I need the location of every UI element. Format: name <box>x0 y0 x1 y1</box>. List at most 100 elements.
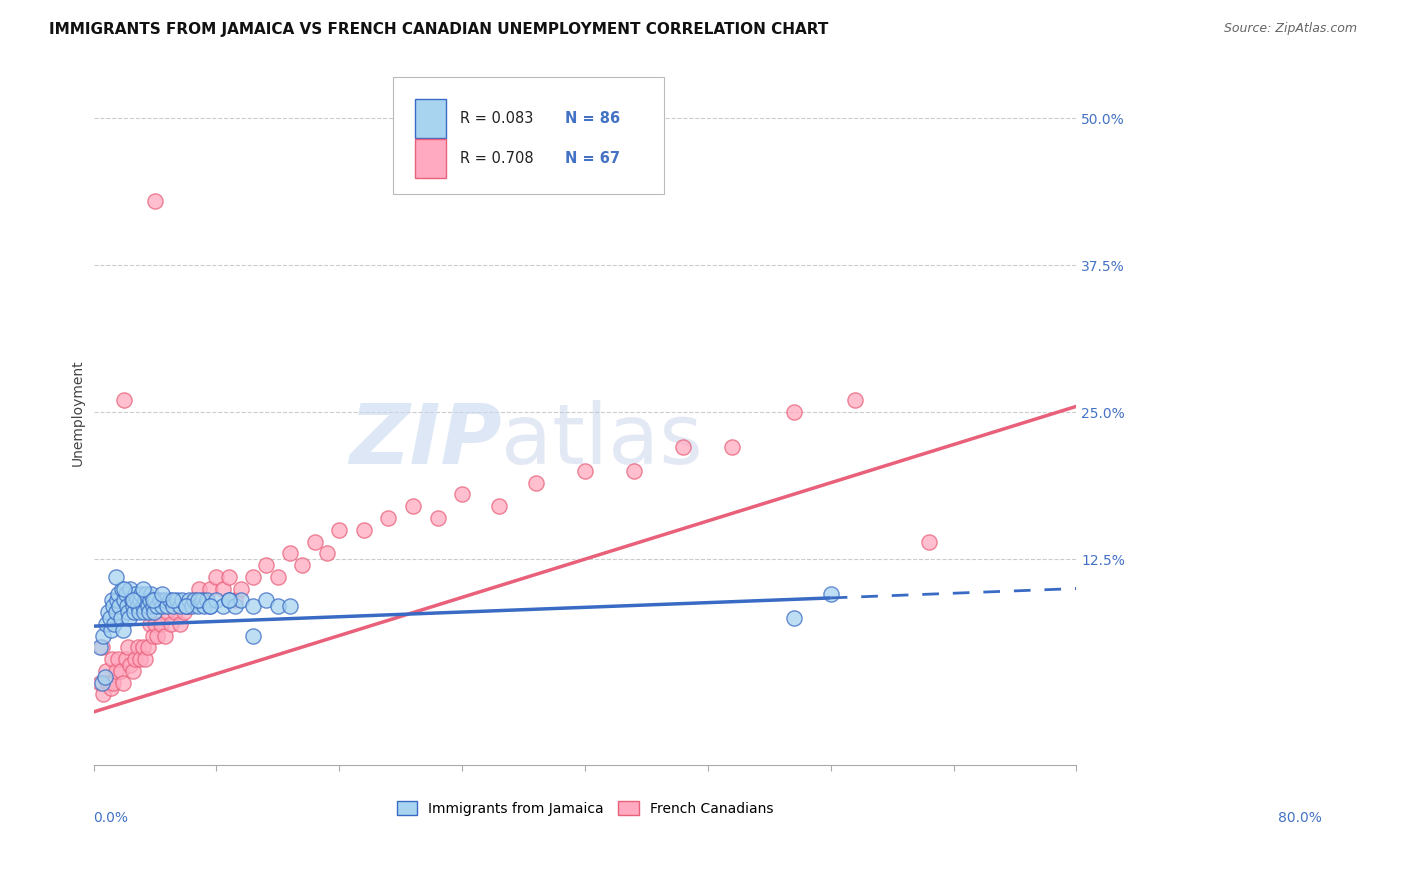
Point <box>104 605 127 619</box>
Point <box>316 546 339 560</box>
Point <box>122 593 145 607</box>
FancyBboxPatch shape <box>394 78 664 194</box>
Point <box>94 616 117 631</box>
Point <box>103 616 125 631</box>
Point <box>134 593 156 607</box>
Point <box>146 599 169 614</box>
Point <box>170 593 193 607</box>
Text: R = 0.083: R = 0.083 <box>460 111 533 126</box>
Point <box>672 441 695 455</box>
Point <box>108 599 131 614</box>
Point <box>193 599 215 614</box>
Point <box>169 616 191 631</box>
Point <box>242 599 264 614</box>
Point <box>183 593 205 607</box>
Point <box>112 593 135 607</box>
Point <box>143 616 166 631</box>
FancyBboxPatch shape <box>415 139 447 178</box>
Point <box>488 500 510 514</box>
Point <box>107 587 129 601</box>
Point <box>104 570 127 584</box>
Point <box>242 570 264 584</box>
Point <box>120 582 142 596</box>
Point <box>188 582 211 596</box>
Point <box>574 464 596 478</box>
Point <box>122 599 145 614</box>
Point <box>122 605 145 619</box>
Point <box>229 582 252 596</box>
Point <box>162 599 184 614</box>
Point <box>190 593 212 607</box>
Point <box>111 582 134 596</box>
Point <box>267 570 290 584</box>
Point <box>402 500 425 514</box>
Text: N = 86: N = 86 <box>565 111 620 126</box>
Point <box>143 593 166 607</box>
Point <box>163 605 186 619</box>
Point <box>91 675 114 690</box>
Point <box>114 587 136 601</box>
Point <box>110 664 132 678</box>
Point <box>179 599 201 614</box>
Point <box>97 605 120 619</box>
Point <box>128 605 150 619</box>
Y-axis label: Unemployment: Unemployment <box>72 359 86 466</box>
Point <box>125 593 148 607</box>
Point <box>136 599 159 614</box>
Point <box>174 599 197 614</box>
Point <box>112 623 135 637</box>
Point <box>100 681 122 696</box>
Point <box>918 534 941 549</box>
Point <box>141 593 163 607</box>
Point <box>156 605 179 619</box>
Point <box>103 675 125 690</box>
Point <box>623 464 645 478</box>
Point <box>131 587 153 601</box>
Point <box>200 599 222 614</box>
FancyBboxPatch shape <box>415 99 447 137</box>
Point <box>141 599 163 614</box>
Point <box>166 593 188 607</box>
Point <box>844 393 866 408</box>
Point <box>93 687 115 701</box>
Point <box>278 546 301 560</box>
Point <box>101 593 124 607</box>
Point <box>129 652 152 666</box>
Point <box>267 599 290 614</box>
Point <box>211 582 233 596</box>
Point <box>218 570 240 584</box>
Point <box>200 599 222 614</box>
Point <box>98 611 121 625</box>
Point <box>149 593 172 607</box>
Point <box>97 675 120 690</box>
Point <box>132 605 155 619</box>
Point <box>224 599 246 614</box>
Point <box>218 593 240 607</box>
Point <box>139 616 162 631</box>
Point <box>93 628 115 642</box>
Point <box>89 675 111 690</box>
Point <box>205 593 228 607</box>
Point <box>89 640 111 655</box>
Point <box>179 593 201 607</box>
Point <box>426 511 449 525</box>
Point <box>103 599 125 614</box>
Point <box>93 670 115 684</box>
Point <box>105 593 128 607</box>
Point <box>195 593 218 607</box>
Text: IMMIGRANTS FROM JAMAICA VS FRENCH CANADIAN UNEMPLOYMENT CORRELATION CHART: IMMIGRANTS FROM JAMAICA VS FRENCH CANADI… <box>49 22 828 37</box>
Point <box>127 599 149 614</box>
Text: Source: ZipAtlas.com: Source: ZipAtlas.com <box>1223 22 1357 36</box>
Point <box>117 640 139 655</box>
Legend: Immigrants from Jamaica, French Canadians: Immigrants from Jamaica, French Canadian… <box>391 796 779 822</box>
Point <box>127 640 149 655</box>
Point <box>100 623 122 637</box>
Point <box>153 593 176 607</box>
Point <box>291 558 314 572</box>
Point <box>104 664 127 678</box>
Point <box>122 664 145 678</box>
Text: 0.0%: 0.0% <box>94 811 128 825</box>
Point <box>820 587 842 601</box>
Text: N = 67: N = 67 <box>565 151 620 166</box>
Point <box>107 652 129 666</box>
